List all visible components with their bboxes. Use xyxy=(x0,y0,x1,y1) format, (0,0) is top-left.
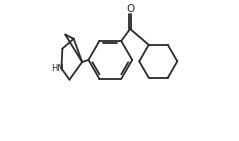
Text: HN: HN xyxy=(51,64,64,73)
Text: O: O xyxy=(126,4,134,14)
